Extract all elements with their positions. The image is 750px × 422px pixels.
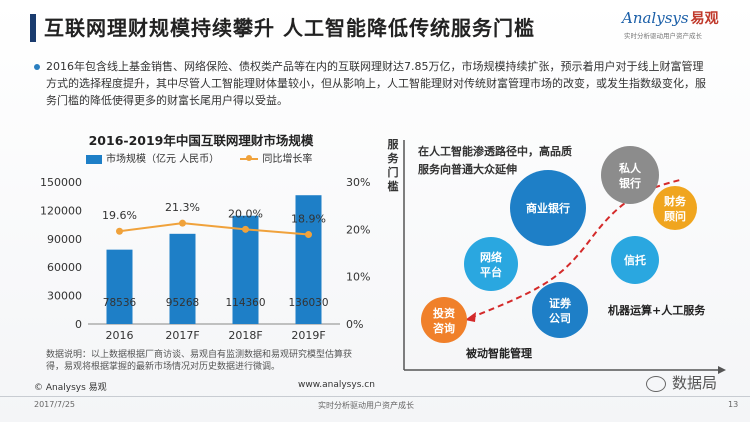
legend-bar-swatch bbox=[86, 154, 102, 164]
bubble bbox=[464, 237, 518, 291]
bubble bbox=[653, 186, 697, 230]
x-tick-label: 2017F bbox=[165, 329, 199, 342]
diagram-top-text-line1: 在人工智能渗透路径中，高品质 bbox=[418, 144, 572, 158]
y-left-tick-label: 150000 bbox=[40, 176, 82, 189]
growth-point bbox=[179, 219, 186, 227]
bar bbox=[169, 233, 196, 324]
wechat-watermark: 数据局 bbox=[646, 372, 717, 393]
data-note: 数据说明：以上数据根据厂商访谈、易观自有监测数据和易观研究模型估算获得，易观将根… bbox=[46, 350, 353, 372]
y-axis-label: 服务门槛 bbox=[388, 138, 400, 193]
bubble-label-line2: 公司 bbox=[549, 312, 571, 325]
bubble bbox=[601, 146, 659, 204]
intro-paragraph: 2016年包含线上基金销售、网络保险、债权类产品等在内的互联网理财达7.85万亿… bbox=[46, 60, 706, 107]
bar bbox=[106, 249, 133, 324]
website-link[interactable]: www.analysys.cn bbox=[298, 380, 375, 390]
bottom-right-label: 机器运算+人工服务 bbox=[608, 303, 706, 317]
footer-divider bbox=[0, 396, 750, 397]
legend-bar-label: 市场规模（亿元 人民币） bbox=[106, 154, 220, 165]
bubble bbox=[611, 236, 659, 284]
growth-point bbox=[305, 231, 312, 239]
analysys-logo: Analysys 易观 实时分析驱动用户资产成长 bbox=[618, 8, 742, 48]
x-tick-label: 2016 bbox=[106, 329, 134, 342]
title-accent-bar bbox=[30, 14, 36, 42]
y-right-tick-label: 30% bbox=[346, 176, 370, 189]
logo-brand: Analysys bbox=[622, 9, 689, 27]
bar-value-label: 78536 bbox=[103, 297, 137, 309]
y-left-tick-label: 60000 bbox=[47, 261, 82, 274]
bubble bbox=[510, 170, 586, 246]
bubble bbox=[421, 297, 467, 343]
logo-text: Analysys 易观 bbox=[622, 8, 719, 28]
bubble-label: 商业银行 bbox=[526, 201, 570, 215]
x-tick-label: 2019F bbox=[291, 329, 325, 342]
diagram-top-text-line2: 服务向普通大众延伸 bbox=[418, 162, 517, 176]
bar bbox=[295, 195, 322, 324]
bubble-label-line1: 投资 bbox=[433, 306, 455, 320]
growth-point bbox=[242, 225, 249, 233]
logo-brand-cn: 易观 bbox=[690, 11, 719, 27]
bubble-label-line1: 财务 bbox=[663, 194, 687, 208]
bubble-label-line2: 银行 bbox=[619, 176, 641, 190]
y-left-tick-label: 30000 bbox=[47, 290, 82, 303]
x-axis-arrow-icon bbox=[718, 366, 726, 374]
bottom-left-label: 被动智能管理 bbox=[466, 346, 532, 360]
bubble-label-line1: 网络 bbox=[480, 250, 502, 264]
bubble-label-line1: 证券 bbox=[549, 296, 572, 310]
legend-line-label: 同比增长率 bbox=[262, 154, 313, 165]
growth-value-label: 19.6% bbox=[102, 209, 137, 222]
footer-slogan: 实时分析驱动用户资产成长 bbox=[318, 401, 414, 410]
path-arrow-icon bbox=[465, 312, 476, 322]
chart-title: 2016-2019年中国互联网理财市场规模 bbox=[88, 133, 314, 148]
y-right-tick-label: 0% bbox=[346, 318, 363, 331]
legend-line-swatch bbox=[240, 155, 259, 161]
bubble-label-line2: 顾问 bbox=[664, 209, 686, 223]
footer-date: 2017/7/25 bbox=[34, 400, 76, 409]
page-number: 13 bbox=[728, 400, 739, 409]
bar bbox=[232, 215, 259, 324]
bar-value-label: 136030 bbox=[288, 297, 328, 309]
bubble-label: 信托 bbox=[624, 253, 646, 267]
chart-legend: 市场规模（亿元 人民币） 同比增长率 bbox=[86, 150, 312, 165]
copyright: © Analysys 易观 bbox=[34, 383, 107, 393]
wechat-icon bbox=[646, 375, 666, 392]
y-left-tick-label: 90000 bbox=[47, 233, 82, 246]
y-left-tick-label: 0 bbox=[75, 318, 82, 331]
growth-value-label: 21.3% bbox=[165, 201, 200, 214]
growth-point bbox=[116, 227, 123, 235]
y-right-tick-label: 20% bbox=[346, 223, 370, 236]
bubble bbox=[532, 282, 588, 338]
wechat-label: 数据局 bbox=[672, 374, 718, 392]
bar-value-label: 114360 bbox=[225, 297, 265, 309]
growth-line bbox=[119, 222, 309, 236]
bubble-label-line1: 私人 bbox=[619, 161, 642, 175]
bubble-label-line2: 平台 bbox=[480, 265, 502, 279]
growth-value-label: 20.0% bbox=[228, 207, 263, 220]
page-title: 互联网理财规模持续攀升 人工智能降低传统服务门槛 bbox=[44, 16, 535, 40]
y-right-tick-label: 10% bbox=[346, 271, 370, 284]
y-left-tick-label: 120000 bbox=[40, 204, 82, 217]
logo-tagline: 实时分析驱动用户资产成长 bbox=[624, 32, 702, 40]
title-bar: 互联网理财规模持续攀升 人工智能降低传统服务门槛 Analysys 易观 实时分析… bbox=[0, 0, 750, 54]
growth-value-label: 18.9% bbox=[291, 213, 326, 226]
bar-value-label: 95268 bbox=[166, 297, 199, 309]
x-tick-label: 2018F bbox=[228, 329, 262, 342]
bubble-label-line2: 咨询 bbox=[433, 321, 455, 335]
bullet-dot-icon bbox=[34, 64, 40, 70]
